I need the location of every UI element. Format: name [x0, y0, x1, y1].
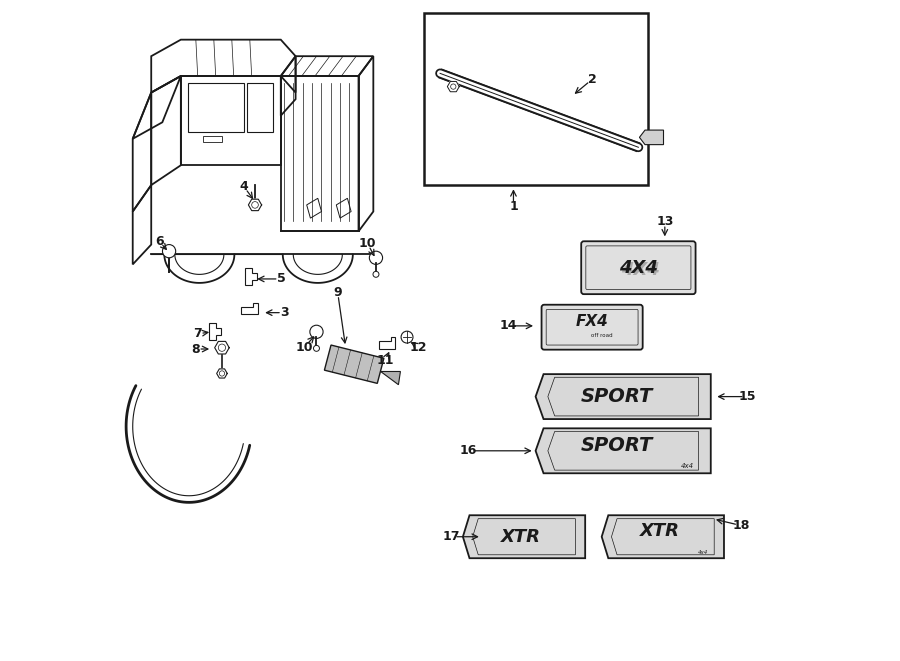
Bar: [424, 13, 648, 185]
Polygon shape: [248, 199, 262, 211]
Text: 11: 11: [376, 354, 394, 367]
Circle shape: [163, 245, 176, 258]
Text: 7: 7: [194, 327, 202, 340]
Text: 5: 5: [277, 272, 286, 286]
Polygon shape: [639, 130, 663, 145]
Text: 17: 17: [443, 530, 460, 543]
Text: off road: off road: [591, 332, 613, 338]
Polygon shape: [215, 341, 230, 354]
Text: 10: 10: [358, 237, 376, 250]
Text: 4X4: 4X4: [619, 258, 658, 277]
Polygon shape: [217, 369, 227, 378]
Text: 9: 9: [333, 286, 342, 299]
Text: 18: 18: [733, 519, 750, 532]
Text: 4x4: 4x4: [681, 463, 694, 469]
Polygon shape: [463, 516, 585, 558]
FancyBboxPatch shape: [542, 305, 643, 350]
Text: 4X4: 4X4: [621, 260, 660, 279]
Text: 15: 15: [739, 390, 756, 403]
Circle shape: [310, 325, 323, 338]
FancyBboxPatch shape: [581, 241, 696, 294]
Circle shape: [369, 251, 382, 264]
Text: 6: 6: [155, 235, 164, 248]
Text: SPORT: SPORT: [580, 436, 652, 455]
Circle shape: [313, 346, 320, 352]
Text: 1: 1: [509, 200, 518, 213]
Circle shape: [401, 331, 413, 343]
Polygon shape: [536, 428, 711, 473]
Text: 8: 8: [191, 342, 200, 356]
Polygon shape: [447, 81, 459, 92]
Text: 4: 4: [239, 180, 248, 193]
Polygon shape: [602, 516, 724, 558]
Text: 10: 10: [296, 340, 313, 354]
Text: 14: 14: [500, 319, 517, 332]
Text: 2: 2: [588, 73, 597, 86]
Text: 13: 13: [656, 215, 673, 228]
Text: 4x4: 4x4: [698, 550, 708, 555]
Polygon shape: [536, 374, 711, 419]
Polygon shape: [381, 371, 400, 385]
Text: 12: 12: [410, 340, 427, 354]
Text: FX4: FX4: [576, 315, 608, 329]
Text: XTR: XTR: [640, 522, 680, 541]
Text: 3: 3: [281, 306, 289, 319]
Circle shape: [373, 271, 379, 278]
Text: XTR: XTR: [500, 527, 541, 546]
Polygon shape: [324, 345, 384, 383]
Text: 16: 16: [460, 444, 477, 457]
Text: SPORT: SPORT: [580, 387, 652, 406]
